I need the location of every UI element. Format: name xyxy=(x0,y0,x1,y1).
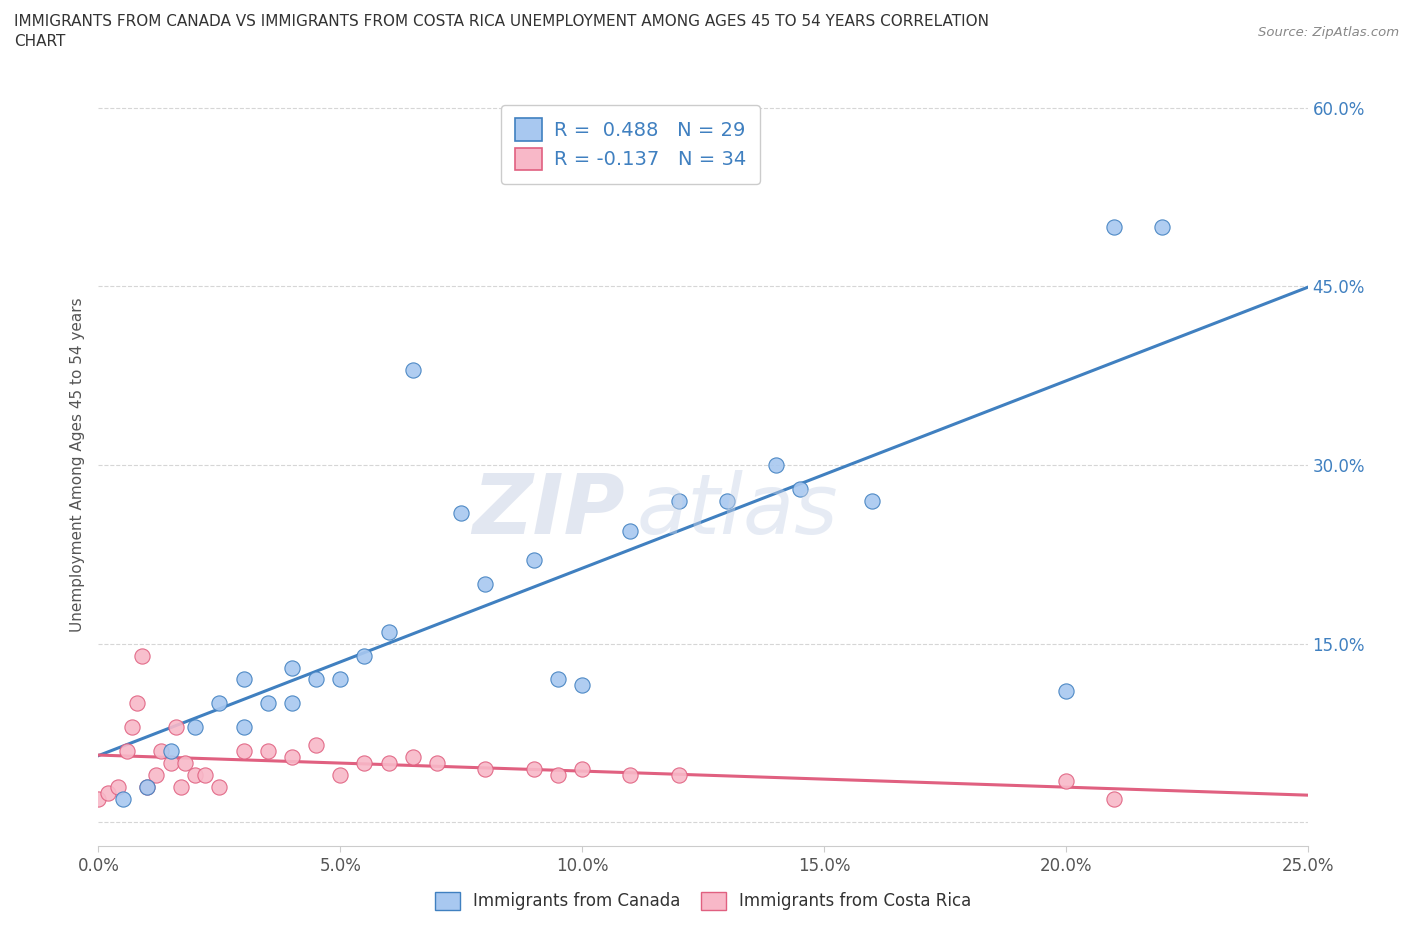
Point xyxy=(305,672,328,687)
Point xyxy=(619,523,641,538)
Point xyxy=(184,767,207,782)
Text: CHART: CHART xyxy=(14,34,66,49)
Point xyxy=(523,762,546,777)
Point xyxy=(1152,219,1174,234)
Point xyxy=(131,648,153,663)
Point xyxy=(716,493,738,508)
Point xyxy=(117,744,139,759)
Point xyxy=(547,767,569,782)
Point xyxy=(860,493,883,508)
Point xyxy=(1054,774,1077,789)
Point xyxy=(184,720,207,735)
Point xyxy=(135,779,157,794)
Point xyxy=(571,762,593,777)
Point xyxy=(111,791,134,806)
Point xyxy=(121,720,143,735)
Text: atlas: atlas xyxy=(637,471,838,551)
Point xyxy=(135,779,157,794)
Point xyxy=(450,505,472,520)
Point xyxy=(97,785,120,800)
Point xyxy=(169,779,191,794)
Point xyxy=(232,672,254,687)
Text: ZIP: ZIP xyxy=(472,471,624,551)
Point xyxy=(281,696,304,711)
Point xyxy=(402,750,425,764)
Point xyxy=(329,767,352,782)
Point xyxy=(145,767,167,782)
Point xyxy=(87,791,110,806)
Point xyxy=(208,779,231,794)
Text: Source: ZipAtlas.com: Source: ZipAtlas.com xyxy=(1258,26,1399,39)
Point xyxy=(668,493,690,508)
Point xyxy=(547,672,569,687)
Point xyxy=(789,482,811,497)
Point xyxy=(160,755,183,770)
Point xyxy=(150,744,173,759)
Point xyxy=(377,755,399,770)
Legend: R =  0.488   N = 29, R = -0.137   N = 34: R = 0.488 N = 29, R = -0.137 N = 34 xyxy=(502,105,759,184)
Point xyxy=(668,767,690,782)
Point xyxy=(377,624,399,639)
Point xyxy=(256,744,278,759)
Text: IMMIGRANTS FROM CANADA VS IMMIGRANTS FROM COSTA RICA UNEMPLOYMENT AMONG AGES 45 : IMMIGRANTS FROM CANADA VS IMMIGRANTS FRO… xyxy=(14,14,988,29)
Point xyxy=(174,755,197,770)
Point xyxy=(208,696,231,711)
Point xyxy=(232,744,254,759)
Point xyxy=(474,762,496,777)
Point xyxy=(619,767,641,782)
Point xyxy=(402,362,425,378)
Point xyxy=(281,660,304,675)
Point xyxy=(474,577,496,591)
Point xyxy=(281,750,304,764)
Point xyxy=(426,755,449,770)
Point xyxy=(1102,219,1125,234)
Legend: Immigrants from Canada, Immigrants from Costa Rica: Immigrants from Canada, Immigrants from … xyxy=(429,885,977,917)
Point xyxy=(232,720,254,735)
Point xyxy=(353,648,375,663)
Point xyxy=(256,696,278,711)
Point xyxy=(165,720,187,735)
Point xyxy=(353,755,375,770)
Point xyxy=(1102,791,1125,806)
Point xyxy=(329,672,352,687)
Point xyxy=(160,744,183,759)
Point xyxy=(523,552,546,567)
Point xyxy=(571,678,593,693)
Point xyxy=(107,779,129,794)
Point xyxy=(305,737,328,752)
Point xyxy=(765,458,787,472)
Y-axis label: Unemployment Among Ages 45 to 54 years: Unemployment Among Ages 45 to 54 years xyxy=(69,298,84,632)
Point xyxy=(127,696,149,711)
Point xyxy=(194,767,217,782)
Point xyxy=(1054,684,1077,698)
